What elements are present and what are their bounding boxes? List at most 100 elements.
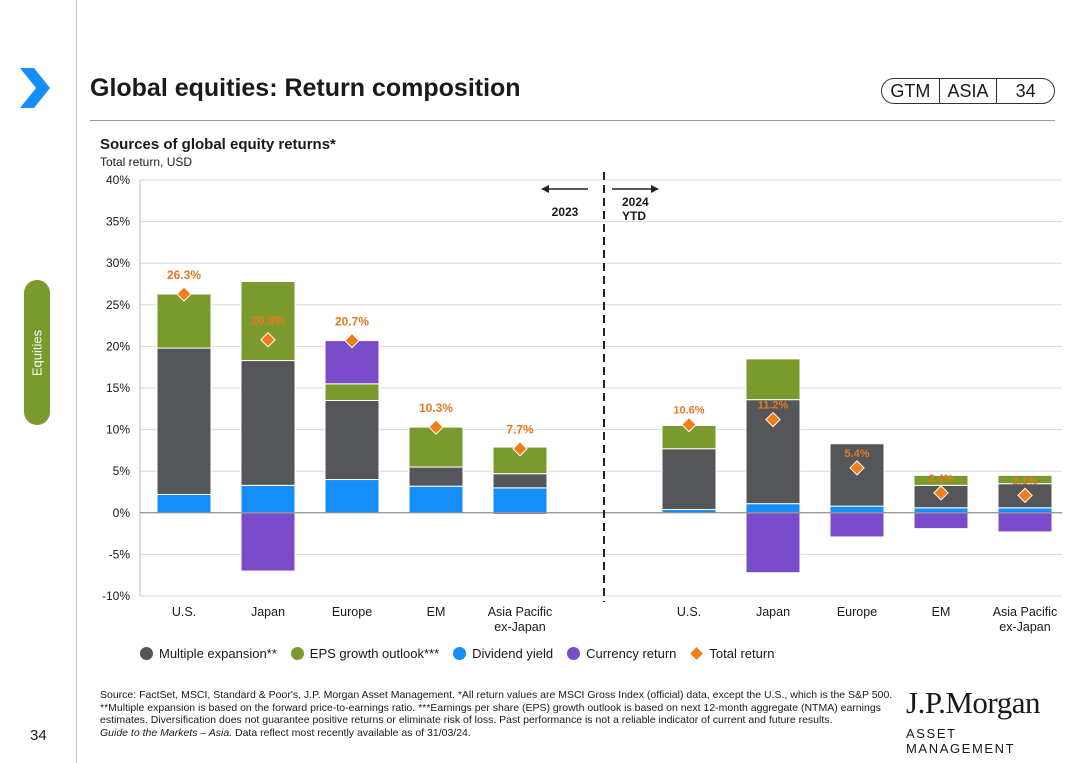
legend-item-multiple-expansion: Multiple expansion**: [140, 646, 277, 661]
source-line-3: Guide to the Markets – Asia. Data reflec…: [100, 727, 895, 740]
y-tick-label: 35%: [106, 215, 130, 229]
bar-segment-dividend-yield: [829, 505, 885, 514]
sidebar-divider: [76, 0, 77, 763]
bar-segment-dividend-yield: [913, 507, 969, 514]
total-return-label: 10.3%: [419, 401, 453, 415]
bar-segment-currency-return: [745, 512, 801, 574]
bar-segment-eps-growth-outlook: [997, 474, 1053, 485]
period-label-2024-ytd: 2024: [622, 195, 649, 209]
bar-segment-dividend-yield: [997, 507, 1053, 514]
bar-segment-multiple-expansion: [661, 448, 717, 510]
total-return-label: 2.4%: [928, 473, 953, 485]
x-category-label: Europe: [837, 605, 877, 619]
total-return-marker: [260, 331, 276, 348]
page-number: 34: [30, 727, 47, 744]
y-tick-label: 30%: [106, 256, 130, 270]
chart-subtitle: Total return, USD: [100, 155, 193, 169]
total-return-label: 20.7%: [335, 315, 369, 329]
total-return-label: 11.2%: [758, 400, 789, 412]
total-return-label: 26.3%: [167, 268, 201, 282]
total-return-marker: [765, 411, 781, 428]
x-category-label: Japan: [756, 605, 790, 619]
legend-label-total-return: Total return: [709, 646, 775, 661]
period-label-2023: 2023: [552, 205, 579, 219]
jpmorgan-logo: J.P.Morgan ASSET MANAGEMENT: [906, 685, 1056, 757]
legend-item-dividend-yield: Dividend yield: [453, 646, 553, 661]
legend-label-multiple-expansion: Multiple expansion**: [159, 646, 277, 661]
total-return-label: 10.6%: [673, 405, 704, 417]
section-tab-equities[interactable]: Equities: [24, 280, 50, 425]
chevron-right-icon: [20, 68, 50, 108]
total-return-label: 7.7%: [506, 423, 534, 437]
x-category-label: EM: [427, 605, 446, 619]
logo-subtitle: ASSET MANAGEMENT: [906, 726, 1016, 756]
legend-marker-total-return: [690, 647, 704, 660]
bar-segment-dividend-yield: [324, 479, 380, 514]
y-tick-label: 20%: [106, 339, 130, 353]
bar-segment-dividend-yield: [156, 493, 212, 514]
gtm-badge-label: GTM: [890, 81, 931, 101]
x-category-label: U.S.: [172, 605, 196, 619]
bar-segment-multiple-expansion: [829, 443, 885, 507]
x-category-label: U.S.: [677, 605, 701, 619]
y-tick-label: -5%: [109, 547, 131, 561]
bar-segment-eps-growth-outlook: [156, 293, 212, 349]
guide-title: Guide to the Markets – Asia.: [100, 726, 233, 739]
logo-name: J.P.Morgan: [906, 685, 1040, 720]
bar-segment-dividend-yield: [492, 487, 548, 514]
bar-segment-currency-return: [829, 512, 885, 538]
bar-segment-multiple-expansion: [324, 399, 380, 481]
bar-segment-dividend-yield: [240, 484, 296, 514]
y-tick-label: 10%: [106, 423, 130, 437]
bar-segment-currency-return: [240, 512, 296, 572]
legend-swatch-eps-growth: [290, 647, 304, 660]
bar-segment-multiple-expansion: [492, 473, 548, 489]
bar-segment-multiple-expansion: [156, 347, 212, 495]
title-rule: [90, 120, 1055, 121]
bar-segment-currency-return: [997, 512, 1053, 533]
chart-legend: Multiple expansion** EPS growth outlook*…: [140, 646, 788, 661]
bar-segment-multiple-expansion: [408, 466, 464, 487]
x-category-label: ex-Japan: [494, 620, 545, 634]
bar-segment-eps-growth-outlook: [324, 383, 380, 401]
total-return-label: 20.8%: [251, 314, 285, 328]
page-title: Global equities: Return composition: [90, 74, 521, 102]
bar-segment-eps-growth-outlook: [745, 358, 801, 401]
x-category-label: Europe: [332, 605, 372, 619]
total-return-label: 2.1%: [1012, 475, 1037, 487]
total-return-marker: [512, 440, 528, 457]
legend-swatch-currency-return: [567, 647, 581, 660]
arrow-right-icon: [651, 185, 659, 193]
source-footnote: Source: FactSet, MSCI, Standard & Poor's…: [100, 689, 895, 739]
x-category-label: Asia Pacific: [488, 605, 553, 619]
chart-title: Sources of global equity returns*: [100, 136, 336, 153]
arrow-left-icon: [541, 185, 549, 193]
legend-swatch-multiple-expansion: [140, 647, 153, 660]
legend-label-dividend-yield: Dividend yield: [472, 646, 554, 661]
total-return-marker: [344, 332, 360, 349]
x-category-label: EM: [932, 605, 951, 619]
y-tick-label: 5%: [113, 464, 131, 478]
bar-segment-dividend-yield: [408, 485, 464, 514]
legend-swatch-dividend-yield: [453, 647, 467, 660]
y-tick-label: 40%: [106, 173, 130, 187]
gtm-badge: GTM ASIA 34: [881, 78, 1055, 104]
y-tick-label: 25%: [106, 298, 130, 312]
total-return-marker: [849, 460, 865, 476]
source-line-2: **Multiple expansion is based on the for…: [100, 701, 881, 727]
legend-item-currency-return: Currency return: [567, 646, 676, 661]
total-return-marker: [428, 419, 444, 435]
y-tick-label: -10%: [102, 589, 130, 603]
total-return-marker: [176, 286, 192, 302]
guide-date: Data reflect most recently available as …: [232, 726, 471, 739]
bar-segment-dividend-yield: [745, 503, 801, 514]
total-return-label: 5.4%: [844, 448, 869, 460]
legend-item-eps-growth: EPS growth outlook***: [290, 646, 440, 661]
legend-label-eps-growth: EPS growth outlook***: [309, 646, 440, 661]
bar-segment-currency-return: [913, 512, 969, 530]
y-tick-label: 15%: [106, 381, 130, 395]
gtm-badge-region: ASIA: [938, 79, 997, 103]
legend-item-total-return: Total return: [690, 646, 774, 661]
bar-segment-multiple-expansion: [240, 360, 296, 486]
x-category-label: ex-Japan: [999, 620, 1050, 634]
